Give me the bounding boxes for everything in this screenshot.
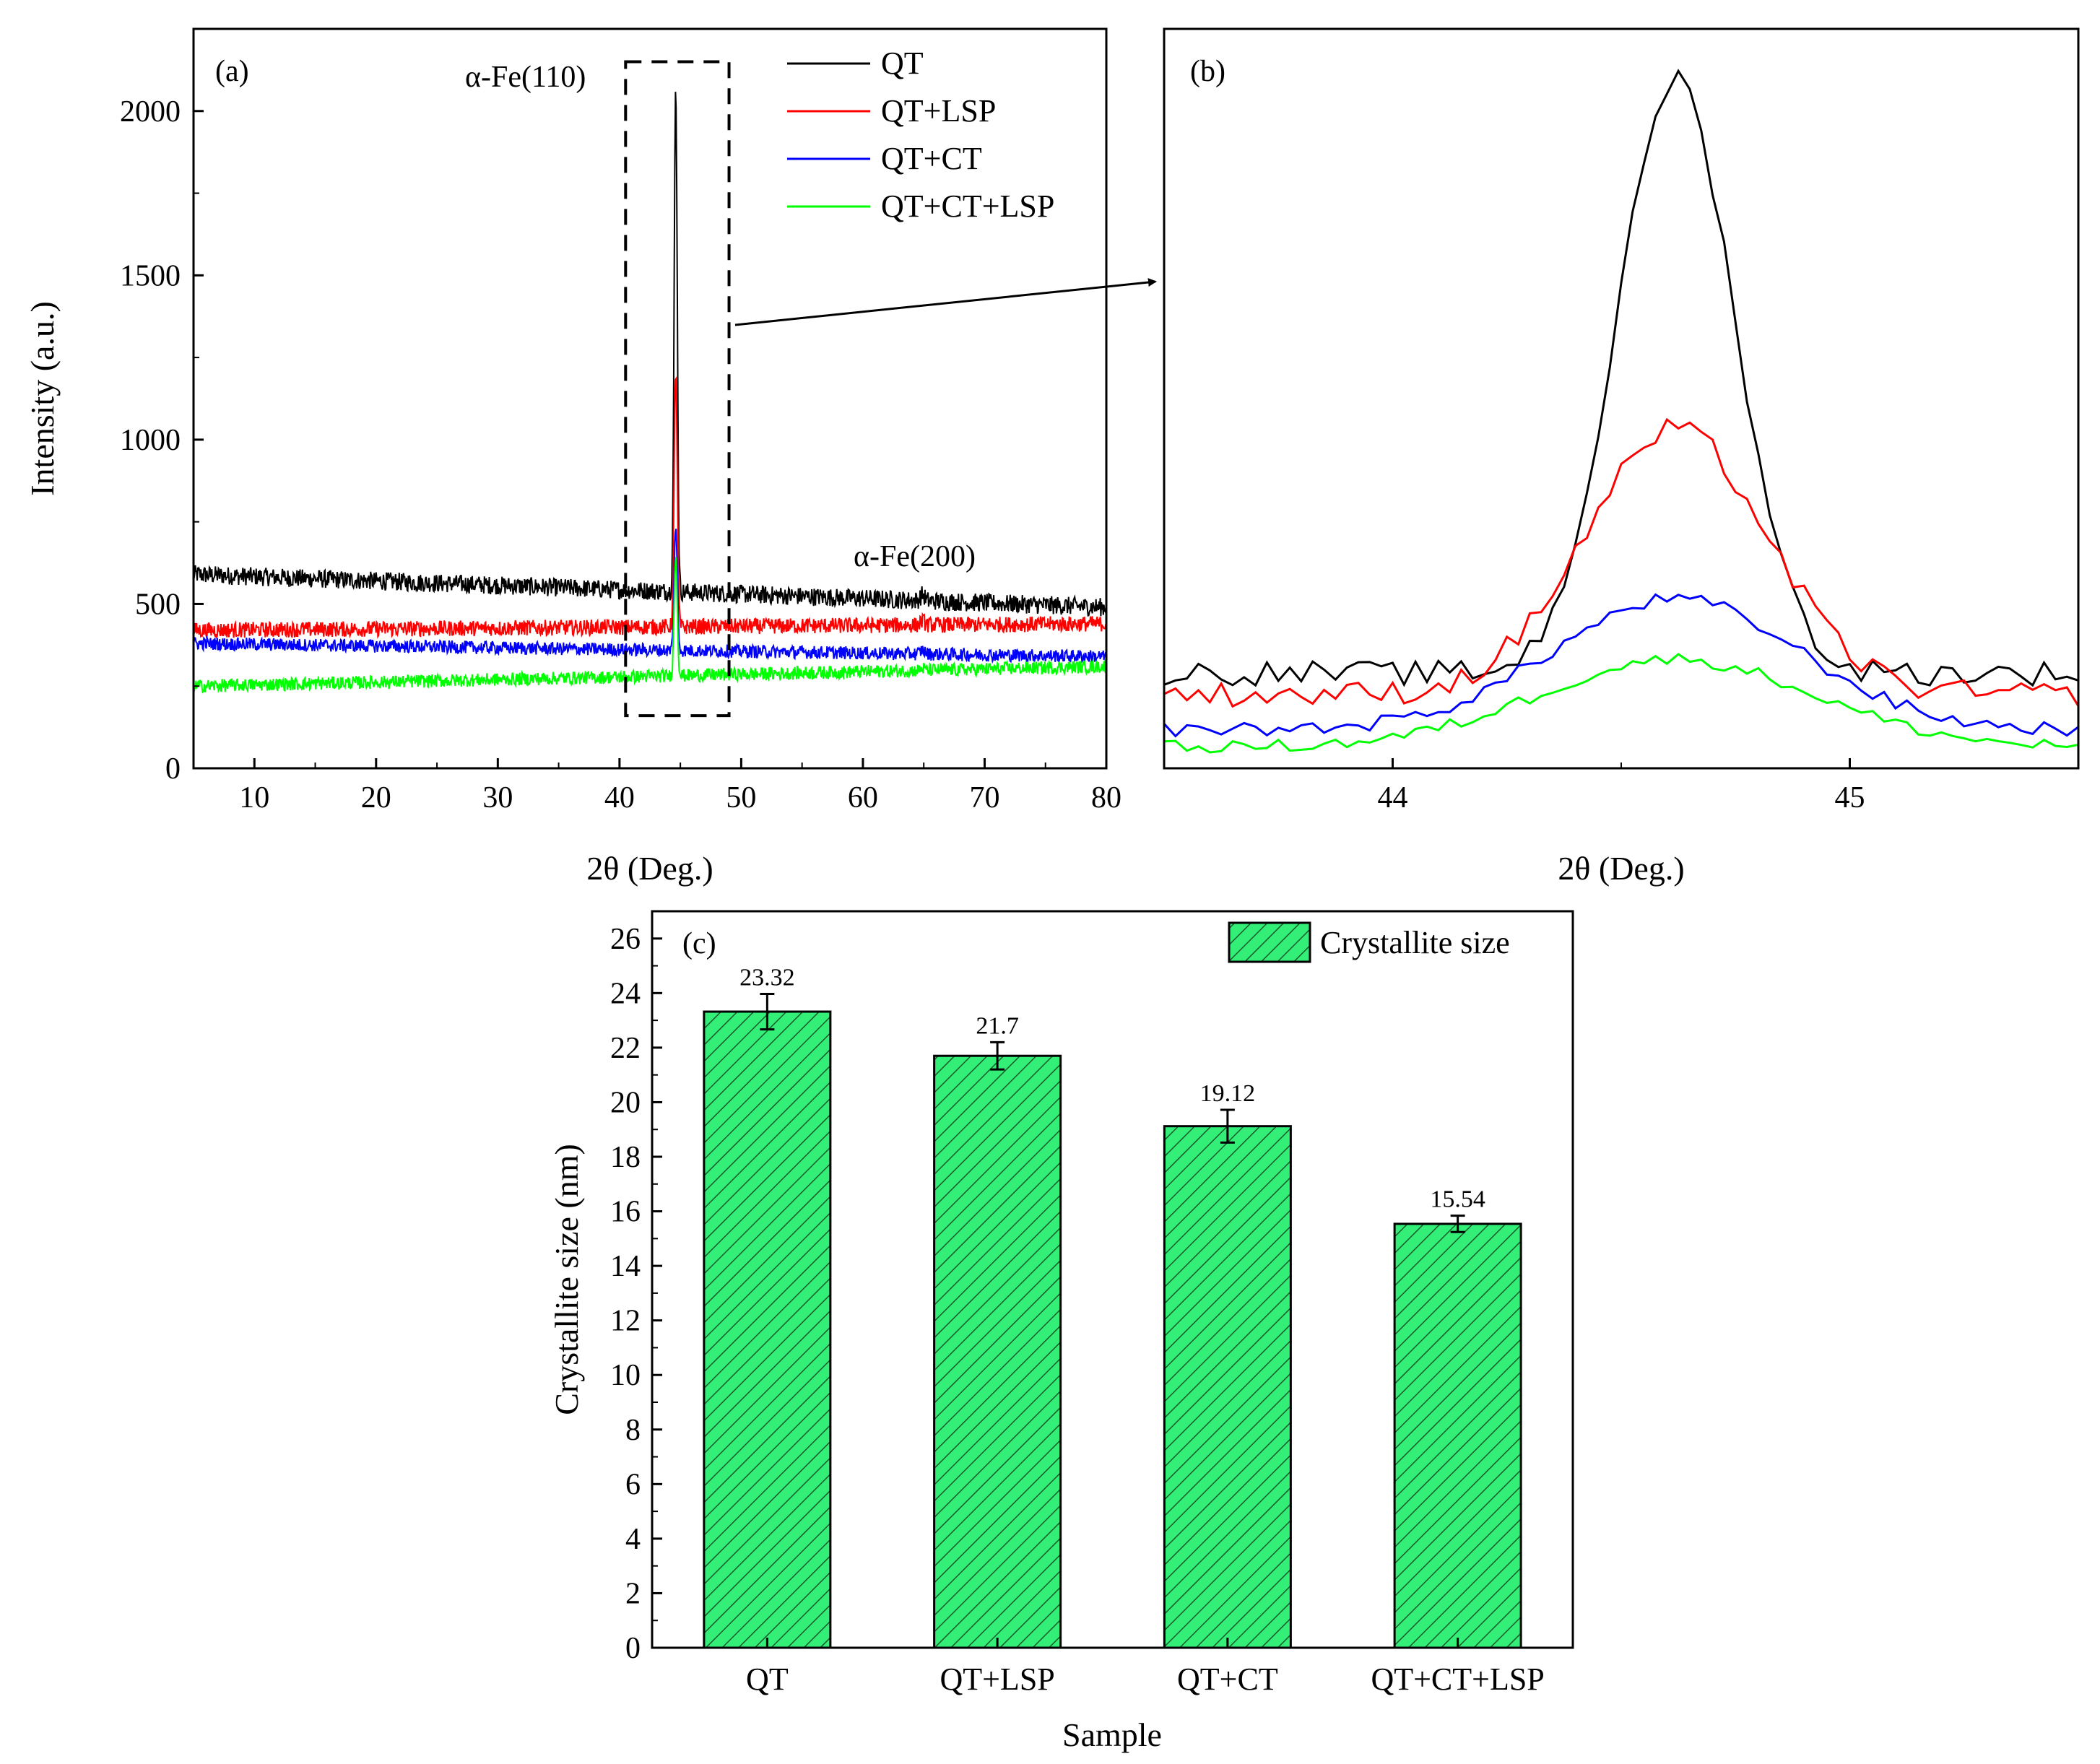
value-label-qt-ct: 19.12 — [1200, 1080, 1256, 1107]
panel-a-x-axis: 10 20 30 40 50 60 70 80 — [193, 758, 1121, 814]
panel-a-series-group — [194, 92, 1106, 694]
x-tick-label: 10 — [239, 781, 269, 814]
annotation-alpha-fe-110: α-Fe(110) — [465, 61, 586, 94]
y-tick-label: 22 — [610, 1032, 641, 1065]
legend-label-crystallite-size: Crystallite size — [1320, 925, 1510, 960]
panel-a-frame — [192, 27, 1108, 770]
zoom-arrow — [734, 278, 1157, 326]
panel-a: 10 20 30 40 50 60 70 80 0 500 1000 1500 2000 (a) α-… — [24, 27, 1121, 887]
legend-label-qt-ct: QT+CT — [881, 141, 982, 176]
value-label-qt-lsp: 21.7 — [976, 1012, 1019, 1039]
x-tick-label: 40 — [604, 781, 635, 814]
panel-a-label: (a) — [215, 55, 249, 88]
panel-b-frame — [1163, 27, 2080, 770]
bar-qt-lsp — [933, 1054, 1062, 1649]
y-tick-label: 8 — [625, 1414, 641, 1447]
panel-b-x-axis: 44 45 — [1163, 758, 2079, 814]
y-tick-label: 6 — [625, 1468, 641, 1501]
category-label-qt: QT — [746, 1661, 789, 1697]
x-tick-label: 70 — [969, 781, 999, 814]
y-tick-label: 500 — [135, 588, 181, 621]
panel-b: 44 45 (b) 2θ (Deg.) — [1163, 27, 2080, 887]
panel-a-y-axis: 0 500 1000 1500 2000 — [120, 95, 204, 786]
series-line-b-qt-ct-lsp — [1164, 653, 2078, 754]
panel-c-y-label: Crystallite size (nm) — [548, 1144, 585, 1415]
legend-label-qt-lsp: QT+LSP — [881, 93, 996, 129]
panel-c-x-axis: QT QT+LSP QT+CT QT+CT+LSP — [746, 1638, 1545, 1697]
x-tick-label: 30 — [482, 781, 513, 814]
legend-swatch-crystallite-size — [1228, 921, 1311, 963]
y-tick-label: 1500 — [120, 259, 181, 292]
category-label-qt-ct-lsp: QT+CT+LSP — [1371, 1661, 1544, 1697]
panel-a-x-label: 2θ (Deg.) — [586, 850, 713, 887]
y-tick-label: 2000 — [120, 95, 181, 129]
bar-qt-ct — [1163, 1125, 1292, 1649]
y-tick-label: 16 — [610, 1196, 641, 1229]
series-line-b-qt — [1164, 69, 2078, 687]
y-tick-label: 20 — [610, 1086, 641, 1119]
x-tick-label: 60 — [848, 781, 878, 814]
panel-b-series-group — [1164, 69, 2078, 754]
y-tick-label: 12 — [610, 1305, 641, 1338]
series-line-a-qt — [194, 92, 1106, 617]
bar-qt-ct-lsp — [1393, 1222, 1522, 1649]
annotation-alpha-fe-200: α-Fe(200) — [854, 540, 976, 573]
zoom-box — [624, 60, 731, 718]
bar-qt — [703, 1010, 832, 1649]
category-label-qt-ct: QT+CT — [1177, 1661, 1278, 1697]
y-tick-label: 1000 — [120, 424, 181, 457]
panel-c-frame — [651, 910, 1574, 1649]
value-label-qt-ct-lsp: 15.54 — [1430, 1186, 1485, 1213]
x-tick-label: 20 — [361, 781, 391, 814]
category-label-qt-lsp: QT+LSP — [940, 1661, 1054, 1697]
panel-c-label: (c) — [682, 927, 716, 960]
series-line-a-qt-lsp — [194, 376, 1106, 640]
y-tick-label: 14 — [610, 1250, 641, 1283]
panel-a-legend: QT QT+LSP QT+CT QT+CT+LSP — [787, 45, 1054, 224]
legend-label-qt-ct-lsp: QT+CT+LSP — [881, 188, 1054, 224]
y-tick-label: 0 — [165, 752, 181, 786]
y-tick-label: 18 — [610, 1141, 641, 1174]
legend-label-qt: QT — [881, 45, 924, 81]
y-tick-label: 0 — [625, 1632, 641, 1665]
panel-c-x-label: Sample — [1062, 1716, 1162, 1753]
series-line-a-qt-ct — [194, 529, 1106, 664]
panel-c: 23.32 21.7 19.12 15.54 QT QT+LSP QT+CT QT+CT+L… — [548, 910, 1574, 1753]
y-tick-label: 24 — [610, 977, 641, 1010]
panel-b-label: (b) — [1190, 55, 1225, 88]
value-label-qt: 23.32 — [739, 964, 795, 991]
series-line-b-qt-ct — [1164, 593, 2078, 738]
x-tick-label: 50 — [726, 781, 756, 814]
x-tick-label: 80 — [1091, 781, 1121, 814]
series-line-b-qt-lsp — [1164, 417, 2078, 708]
panel-b-x-label: 2θ (Deg.) — [1558, 850, 1684, 887]
y-tick-label: 26 — [610, 923, 641, 956]
x-tick-label: 44 — [1378, 781, 1408, 814]
y-tick-label: 4 — [625, 1523, 641, 1556]
panel-c-bars: 23.32 21.7 19.12 15.54 — [703, 964, 1522, 1649]
x-tick-label: 45 — [1835, 781, 1865, 814]
y-tick-label: 10 — [610, 1359, 641, 1392]
y-tick-label: 2 — [625, 1577, 641, 1610]
series-line-a-qt-ct-lsp — [194, 557, 1106, 694]
panel-a-y-label: Intensity (a.u.) — [24, 301, 61, 496]
